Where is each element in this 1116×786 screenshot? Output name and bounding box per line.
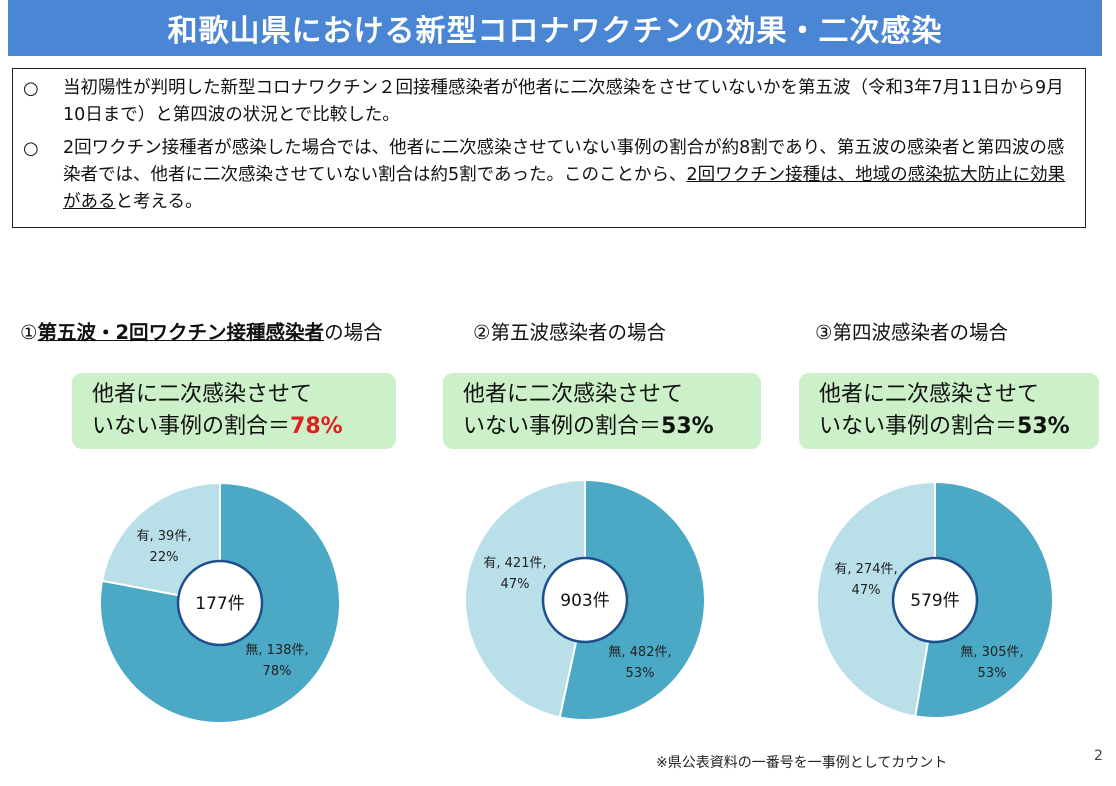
callout-percent: 53% xyxy=(661,414,714,439)
summary-box: ○ 当初陽性が判明した新型コロナワクチン２回接種感染者が他者に二次感染をさせてい… xyxy=(12,68,1086,228)
slice-yes-percent: 47% xyxy=(501,577,530,592)
donut-hole xyxy=(891,556,979,644)
slice-none-label: 無, 138件, xyxy=(245,643,308,658)
bullet-text: 2回ワクチン接種者が感染した場合では、他者に二次感染させていない事例の割合が約8… xyxy=(63,135,1075,216)
callout-line1: 他者に二次感染させて xyxy=(92,382,313,407)
summary-bullet: ○ 2回ワクチン接種者が感染した場合では、他者に二次感染させていない事例の割合が… xyxy=(23,135,1075,216)
callout-percent: 78% xyxy=(290,414,343,439)
chart-heading-2: ②第五波感染者の場合 xyxy=(473,321,666,344)
bullet-circle-icon: ○ xyxy=(23,138,39,159)
slice-yes-label: 有, 421件, xyxy=(483,556,546,571)
donut-total-label: 903件 xyxy=(560,591,609,611)
heading-prefix: ① xyxy=(20,321,38,344)
callout-box-1: 他者に二次感染させて いない事例の割合＝78% xyxy=(72,373,396,449)
callout-line2: いない事例の割合＝78% xyxy=(92,414,343,439)
chart-heading-1: ①第五波・2回ワクチン接種感染者の場合 xyxy=(20,316,383,345)
donut-hole xyxy=(176,559,264,647)
bullet-text-end: と考える。 xyxy=(115,192,203,212)
footnote: ※県公表資料の一番号を一事例としてカウント xyxy=(656,755,948,771)
bullet-text-plain: 2回ワクチン接種者が感染した場合では、他者に二次感染させていない事例の割合が約8… xyxy=(63,138,1065,185)
slice-none-percent: 78% xyxy=(263,664,292,679)
donut-total-label: 177件 xyxy=(195,594,244,614)
slice-none xyxy=(914,480,1054,719)
donut-hole xyxy=(541,556,629,644)
bullet-text-underlined: 2回ワクチン接種は、地域の感染拡大防止に効果がある xyxy=(63,165,1066,212)
slice-yes xyxy=(816,480,936,718)
page-number: 2 xyxy=(1094,748,1103,764)
slice-none-percent: 53% xyxy=(626,666,655,681)
bullet-text: 当初陽性が判明した新型コロナワクチン２回接種感染者が他者に二次感染をさせていない… xyxy=(63,78,1064,125)
slice-none-label: 無, 482件, xyxy=(608,645,671,660)
slice-none xyxy=(558,478,706,721)
donut-total-label: 579件 xyxy=(910,591,959,611)
callout-box-3: 他者に二次感染させて いない事例の割合＝53% xyxy=(799,373,1099,449)
chart-heading-3: ③第四波感染者の場合 xyxy=(815,321,1008,344)
slice-yes-percent: 22% xyxy=(150,550,179,565)
callout-line1: 他者に二次感染させて xyxy=(463,382,684,407)
slice-none-percent: 53% xyxy=(978,666,1007,681)
slide-title: 和歌山県における新型コロナワクチンの効果・二次感染 xyxy=(8,0,1102,56)
callout-box-2: 他者に二次感染させて いない事例の割合＝53% xyxy=(443,373,761,449)
callout-line2: いない事例の割合＝53% xyxy=(463,414,714,439)
slice-yes-percent: 47% xyxy=(852,583,881,598)
callout-line2: いない事例の割合＝53% xyxy=(819,414,1070,439)
callout-percent: 53% xyxy=(1017,414,1070,439)
slice-none-label: 無, 305件, xyxy=(960,645,1023,660)
slice-yes xyxy=(464,478,586,719)
slice-yes-label: 有, 274件, xyxy=(834,562,897,577)
summary-bullet: ○ 当初陽性が判明した新型コロナワクチン２回接種感染者が他者に二次感染をさせてい… xyxy=(23,75,1075,129)
heading-bold: 第五波・2回ワクチン接種感染者 xyxy=(37,321,325,344)
bullet-circle-icon: ○ xyxy=(23,78,39,99)
slice-yes-label: 有, 39件, xyxy=(137,529,192,544)
callout-line1: 他者に二次感染させて xyxy=(819,382,1040,407)
heading-suffix: の場合 xyxy=(324,321,383,344)
